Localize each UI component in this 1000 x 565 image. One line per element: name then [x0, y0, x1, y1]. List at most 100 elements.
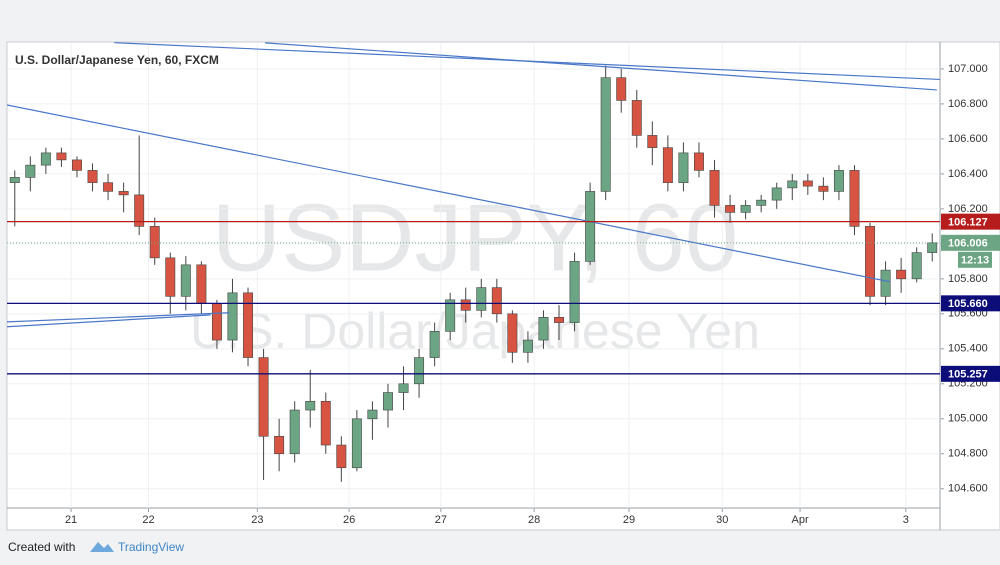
candle-body: [491, 287, 502, 315]
candle-body: [678, 152, 689, 183]
candle-body: [616, 77, 627, 101]
candle-body: [771, 187, 782, 201]
y-tick-label: 106.600: [948, 133, 988, 145]
y-tick-label: 105.400: [948, 343, 988, 355]
candle-body: [927, 242, 938, 253]
candle-body: [756, 199, 767, 206]
candle-body: [305, 400, 316, 411]
candle-body: [833, 170, 844, 192]
trendline: [7, 312, 230, 323]
price-label-bg: [941, 295, 1000, 312]
plot-area: [7, 42, 940, 482]
y-tick-label: 106.200: [948, 203, 988, 215]
price-label: 106.006: [948, 238, 988, 250]
candle-body: [25, 164, 36, 178]
candle-body: [709, 170, 720, 206]
candle-body: [87, 170, 98, 183]
x-tick-label: 29: [623, 514, 635, 526]
chart-title: U.S. Dollar/Japanese Yen, 60, FXCM: [15, 53, 219, 67]
y-tick-label: 106.800: [948, 98, 988, 110]
candle-body: [694, 152, 704, 171]
candle-body: [522, 339, 533, 353]
x-tick-label: 30: [716, 514, 728, 526]
candle-body: [647, 135, 658, 148]
footer-prefix: Created with: [8, 540, 75, 554]
price-label: 105.257: [948, 369, 988, 381]
trendline: [265, 42, 937, 91]
candle-body: [460, 299, 471, 311]
candle-body: [274, 435, 285, 455]
candle-body: [351, 418, 362, 469]
candle-body: [849, 170, 860, 227]
candle-body: [196, 264, 207, 304]
candle-body: [56, 152, 67, 161]
candle-body: [118, 191, 129, 196]
candle-body: [429, 331, 440, 358]
y-tick-label: 104.800: [948, 448, 988, 460]
candle-body: [802, 180, 813, 187]
candle-body: [72, 159, 82, 171]
candle-body: [818, 185, 829, 192]
candle-body: [725, 205, 736, 213]
candle-body: [289, 409, 300, 455]
candle-body: [9, 177, 20, 183]
y-tick-label: 107.000: [948, 63, 988, 75]
y-tick-label: 106.400: [948, 168, 988, 180]
candle-body: [414, 357, 425, 385]
candle-body: [569, 261, 580, 323]
candle-body: [880, 269, 891, 297]
price-label-bg: [941, 213, 1000, 230]
candle-body: [911, 252, 922, 280]
countdown-bg: [958, 251, 992, 268]
candle-body: [662, 147, 673, 183]
candle-body: [600, 77, 611, 192]
x-tick-label: 23: [251, 514, 263, 526]
candle-body: [585, 191, 596, 262]
candle-body: [227, 292, 238, 341]
candle-body: [631, 100, 642, 136]
candle-body: [134, 194, 145, 227]
candle-body: [180, 264, 191, 297]
x-tick-label: 27: [435, 514, 447, 526]
candle-body: [383, 392, 393, 411]
watermark: U.S. Dollar/Japanese Yen: [190, 303, 760, 359]
price-label: 105.660: [948, 298, 988, 310]
candle-body: [476, 287, 487, 311]
candle-body: [320, 400, 331, 446]
candle-body: [787, 180, 798, 189]
candle-body: [398, 383, 409, 393]
x-tick-label: 22: [142, 514, 154, 526]
candle-body: [40, 152, 51, 166]
y-tick-label: 104.600: [948, 483, 988, 495]
footer-brand[interactable]: TradingView: [118, 540, 184, 554]
candle-body: [258, 357, 269, 437]
candle-body: [865, 226, 875, 297]
candle-body: [896, 269, 907, 280]
price-label-bg: [941, 365, 1000, 382]
candle-body: [445, 299, 456, 332]
x-tick-label: 28: [528, 514, 540, 526]
y-tick-label: 105.800: [948, 273, 988, 285]
price-label-bg: [941, 234, 1000, 251]
trendline: [7, 104, 891, 283]
candle-body: [538, 317, 549, 341]
x-tick-label: 26: [343, 514, 355, 526]
candle-body: [554, 317, 564, 323]
x-tick-label: 21: [65, 514, 77, 526]
y-tick-label: 105.000: [948, 413, 988, 425]
watermark: USDJPY, 60: [212, 184, 739, 291]
candle-body: [367, 409, 378, 420]
candle-body: [336, 444, 347, 469]
candle-body: [149, 226, 160, 259]
brand-logo: [90, 542, 114, 552]
x-tick-label: 3: [903, 514, 909, 526]
countdown: 12:13: [961, 255, 989, 267]
trendline: [7, 314, 211, 328]
x-tick-label: Apr: [791, 514, 808, 526]
candle-body: [211, 303, 222, 341]
candle-body: [243, 292, 253, 358]
candle-body: [103, 182, 114, 192]
candle-body: [165, 257, 176, 297]
price-label: 106.127: [948, 217, 988, 229]
